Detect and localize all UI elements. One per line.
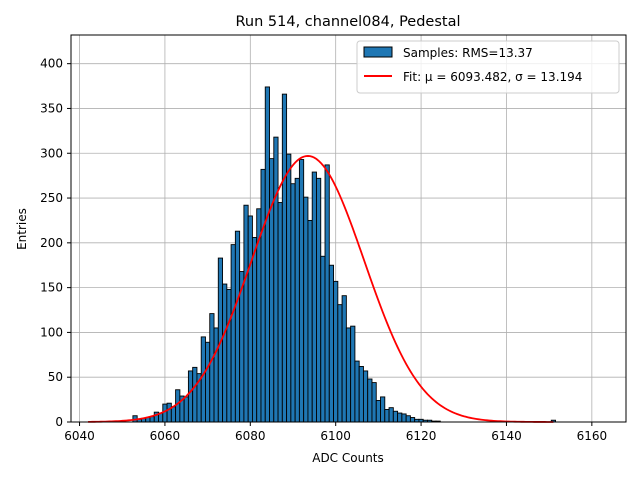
legend-frame — [356, 40, 620, 94]
legend-fit-label: Fit: μ = 6093.482, σ = 13.194 — [403, 70, 582, 84]
histogram-bar — [183, 396, 189, 423]
histogram-bar — [367, 378, 373, 423]
histogram-bar — [277, 202, 283, 423]
histogram-bar — [273, 136, 279, 423]
histogram-bar — [243, 204, 249, 423]
histogram-bar — [247, 215, 253, 423]
histogram-bar — [375, 400, 381, 423]
y-tick-label: 400 — [40, 57, 63, 71]
histogram-bar — [234, 230, 241, 423]
histogram-bar — [333, 280, 339, 423]
histogram-bar — [264, 86, 270, 423]
histogram-bar — [175, 389, 181, 423]
histogram-bar — [311, 171, 317, 423]
y-axis-ticks: 0 50 100 150 200 250 300 350 400 — [40, 57, 71, 429]
histogram-bar — [384, 409, 390, 423]
histogram-bar — [298, 159, 305, 423]
histogram-bar — [371, 382, 377, 423]
histogram-bar — [409, 417, 416, 423]
histogram-bar — [341, 295, 347, 423]
histogram-bar — [350, 325, 356, 423]
histogram-bar — [392, 410, 399, 423]
y-tick-label: 250 — [40, 191, 63, 205]
histogram-bar — [286, 153, 292, 423]
histogram-bar — [226, 288, 232, 423]
histogram-bar — [209, 313, 215, 423]
x-tick-label: 6140 — [491, 429, 522, 443]
histogram-bar — [380, 396, 386, 423]
histogram-bar — [260, 168, 266, 423]
x-tick-label: 6060 — [150, 429, 181, 443]
y-tick-label: 0 — [55, 415, 63, 429]
y-tick-label: 200 — [40, 236, 63, 250]
histogram-bar — [307, 219, 313, 423]
histogram-bar — [337, 304, 343, 423]
x-tick-label: 6120 — [406, 429, 437, 443]
x-axis-ticks: 6040 6060 6080 6100 6120 6140 6160 — [64, 422, 607, 443]
histogram-bar — [213, 327, 219, 423]
histogram-bar — [362, 370, 369, 423]
legend-samples-swatch — [363, 46, 393, 58]
x-axis-label: ADC Counts — [312, 451, 384, 465]
histogram-bar — [230, 244, 236, 423]
histogram-bar — [388, 407, 394, 423]
legend: Samples: RMS=13.37 Fit: μ = 6093.482, σ … — [356, 40, 620, 94]
histogram-bar — [320, 255, 326, 423]
histogram-bar — [401, 413, 407, 423]
histogram-bar — [345, 327, 352, 423]
histogram-bar — [354, 360, 360, 423]
histogram-bar — [200, 336, 206, 423]
x-tick-label: 6100 — [320, 429, 351, 443]
histogram-bar — [303, 196, 309, 423]
histogram-bar — [316, 177, 322, 423]
y-tick-label: 350 — [40, 101, 63, 115]
histogram-bar — [166, 402, 172, 423]
histogram-bar — [269, 158, 275, 423]
histogram-bar — [358, 366, 364, 423]
y-tick-label: 300 — [40, 146, 63, 160]
plot-frame — [70, 34, 627, 423]
histogram-bar — [328, 264, 335, 423]
y-tick-label: 100 — [40, 325, 63, 339]
chart-title: Run 514, channel084, Pedestal — [235, 14, 460, 30]
histogram-bar — [170, 406, 177, 423]
histogram-bar — [290, 183, 296, 423]
histogram-bar — [294, 177, 300, 423]
histogram-bar — [405, 415, 411, 423]
y-axis-label: Entries — [15, 208, 29, 250]
fit-curve-group — [88, 155, 554, 423]
histogram-bar — [205, 341, 211, 423]
x-tick-label: 6160 — [577, 429, 608, 443]
x-tick-label: 6040 — [64, 429, 95, 443]
y-tick-label: 150 — [40, 281, 63, 295]
histogram-bar — [192, 366, 198, 423]
histogram-bar — [397, 412, 403, 423]
legend-samples-label: Samples: RMS=13.37 — [403, 46, 533, 60]
histogram-bar — [324, 164, 330, 423]
histogram-bar — [251, 237, 258, 423]
x-tick-label: 6080 — [235, 429, 266, 443]
histogram-bar — [187, 370, 194, 423]
gaussian-fit-line — [88, 155, 554, 423]
y-tick-label: 50 — [48, 370, 63, 384]
histogram-bar — [281, 93, 288, 423]
histogram-bar — [222, 283, 228, 423]
